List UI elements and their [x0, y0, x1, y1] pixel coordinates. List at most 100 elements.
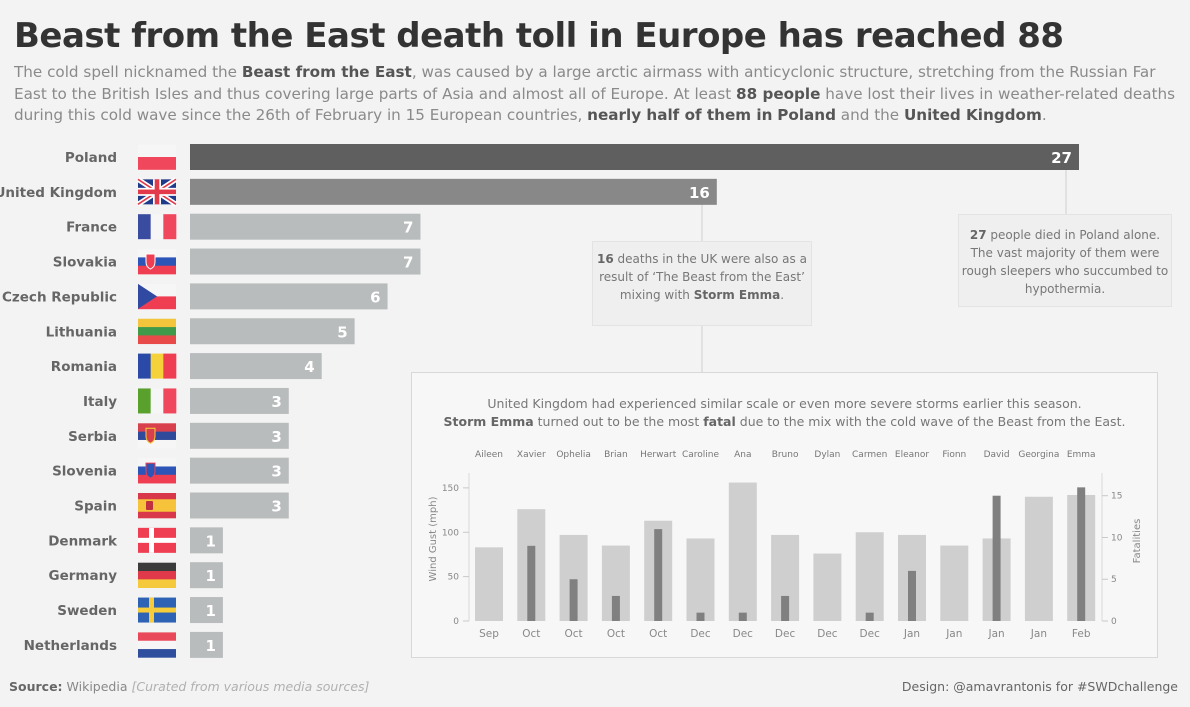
storm-chart-title: United Kingdom had experienced similar s…: [412, 395, 1157, 431]
bar-value-serbia: 3: [271, 428, 281, 446]
country-label-united-kingdom: United Kingdom: [0, 185, 117, 201]
storm-month-brian: Oct: [607, 628, 625, 640]
country-label-romania: Romania: [51, 359, 117, 375]
storm-name-eleanor: Eleanor: [895, 450, 929, 460]
left-tick-label-50: 50: [448, 573, 460, 583]
wind-bar-georgina: [1025, 497, 1053, 621]
country-label-germany: Germany: [49, 568, 118, 584]
right-tick-label-5: 5: [1111, 575, 1117, 585]
bar-value-united-kingdom: 16: [689, 184, 710, 202]
storm-name-emma: Emma: [1067, 450, 1096, 460]
wind-bar-fionn: [940, 546, 968, 621]
fatality-bar-ophelia: [570, 579, 578, 621]
bar-poland: [190, 144, 1079, 170]
storm-month-ana: Dec: [733, 628, 754, 640]
wind-bar-carmen: [856, 532, 884, 621]
footer-source: Source: Wikipedia [Curated from various …: [9, 679, 369, 694]
bar-value-lithuania: 5: [337, 323, 347, 341]
storm-name-fionn: Fionn: [942, 450, 966, 460]
fatality-bar-xavier: [527, 546, 535, 621]
wind-bar-ana: [729, 483, 757, 621]
storm-name-ophelia: Ophelia: [556, 450, 591, 460]
footer-design: Design: @amavrantonis for #SWDchallenge: [902, 679, 1178, 694]
left-axis-title: Wind Gust (mph): [428, 496, 439, 581]
fatality-bar-brian: [612, 596, 620, 621]
fatality-bar-emma: [1077, 487, 1085, 621]
bar-france: [190, 214, 420, 240]
netherlands-flag-icon: [138, 632, 176, 657]
france-flag-icon: [138, 214, 176, 239]
storm-name-caroline: Caroline: [682, 450, 720, 460]
bar-lithuania: [190, 318, 355, 344]
spain-flag-icon: [138, 493, 176, 518]
bar-value-germany: 1: [205, 567, 215, 585]
sweden-flag-icon: [138, 598, 176, 623]
bar-czech-republic: [190, 283, 388, 309]
storm-month-aileen: Sep: [479, 628, 499, 640]
poland-flag-icon: [138, 145, 176, 170]
country-label-netherlands: Netherlands: [24, 638, 117, 654]
country-label-lithuania: Lithuania: [46, 324, 117, 340]
country-label-poland: Poland: [65, 150, 117, 166]
country-label-italy: Italy: [83, 394, 117, 410]
storm-month-eleanor: Jan: [903, 628, 920, 640]
germany-flag-icon: [138, 563, 176, 588]
serbia-flag-icon: [138, 423, 176, 448]
country-label-spain: Spain: [74, 499, 117, 515]
wind-bar-caroline: [687, 538, 715, 621]
storm-name-dylan: Dylan: [814, 450, 840, 460]
fatality-bar-caroline: [697, 613, 705, 621]
wind-bar-aileen: [475, 547, 503, 621]
wind-bar-dylan: [813, 554, 841, 621]
fatality-bar-bruno: [781, 596, 789, 621]
bar-value-denmark: 1: [205, 532, 215, 550]
fatality-bar-david: [993, 496, 1001, 621]
bar-value-poland: 27: [1051, 149, 1072, 167]
bar-value-sweden: 1: [205, 602, 215, 620]
country-label-serbia: Serbia: [68, 429, 117, 445]
storm-month-caroline: Dec: [690, 628, 711, 640]
storm-month-emma: Feb: [1072, 628, 1091, 640]
fatality-bar-eleanor: [908, 571, 916, 621]
right-tick-label-10: 10: [1111, 533, 1123, 543]
fatality-bar-herwart: [654, 529, 662, 621]
country-label-slovenia: Slovenia: [52, 464, 117, 480]
storm-name-georgina: Georgina: [1018, 450, 1059, 460]
country-label-sweden: Sweden: [57, 603, 117, 619]
uk-callout: 16 deaths in the UK were also as a resul…: [592, 241, 812, 326]
storm-name-brian: Brian: [604, 450, 628, 460]
bar-value-spain: 3: [271, 498, 281, 516]
storm-panel: 0 50 100 150 0 5 10 15 Wind Gust (mph) Fatalities…: [411, 372, 1158, 658]
storm-month-xavier: Oct: [522, 628, 540, 640]
country-label-denmark: Denmark: [48, 533, 118, 549]
storm-name-ana: Ana: [734, 450, 751, 460]
lithuania-flag-icon: [138, 319, 176, 344]
storm-month-herwart: Oct: [649, 628, 667, 640]
bar-value-france: 7: [403, 219, 413, 237]
czech-republic-flag-icon: [138, 284, 176, 309]
storm-month-david: Jan: [988, 628, 1005, 640]
denmark-flag-icon: [138, 528, 176, 553]
slovakia-flag-icon: [138, 249, 176, 274]
storm-name-bruno: Bruno: [772, 450, 799, 460]
bar-value-italy: 3: [271, 393, 281, 411]
right-tick-label-15: 15: [1111, 492, 1122, 502]
romania-flag-icon: [138, 354, 176, 379]
poland-callout: 27 people died in Poland alone. The vast…: [958, 214, 1172, 307]
right-tick-label-0: 0: [1111, 617, 1117, 627]
united-kingdom-flag-icon: [138, 179, 176, 204]
italy-flag-icon: [138, 388, 176, 413]
bar-slovakia: [190, 249, 420, 275]
storm-name-carmen: Carmen: [852, 450, 887, 460]
country-label-slovakia: Slovakia: [53, 255, 117, 271]
bar-value-czech-republic: 6: [370, 288, 380, 306]
storm-month-carmen: Dec: [860, 628, 881, 640]
bar-value-romania: 4: [304, 358, 314, 376]
right-axis-title: Fatalities: [1132, 519, 1143, 564]
bar-romania: [190, 353, 322, 379]
storm-month-bruno: Dec: [775, 628, 796, 640]
country-label-france: France: [66, 220, 117, 236]
storm-name-david: David: [984, 450, 1010, 460]
bar-value-netherlands: 1: [205, 637, 215, 655]
country-label-czech-republic: Czech Republic: [2, 289, 117, 305]
